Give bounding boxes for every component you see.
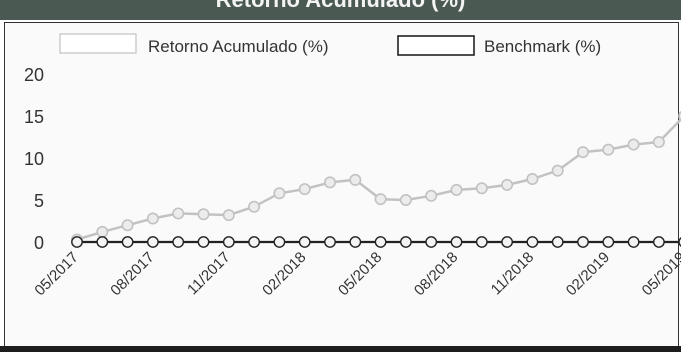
bottom-edge bbox=[0, 346, 681, 352]
chart-title: Retorno Acumulado (%) bbox=[0, 0, 681, 14]
legend: Retorno Acumulado (%) Benchmark (%) bbox=[59, 33, 601, 56]
point-benchmark bbox=[324, 236, 336, 248]
x-tick-label: 02/2019 bbox=[563, 249, 613, 299]
point-retorno bbox=[121, 219, 134, 232]
point-retorno bbox=[425, 189, 438, 202]
point-benchmark bbox=[551, 236, 564, 248]
y-tick-label: 10 bbox=[24, 149, 44, 169]
x-tick-label: 08/2018 bbox=[411, 249, 461, 299]
point-benchmark bbox=[501, 236, 513, 248]
legend-swatch-benchmark bbox=[397, 35, 475, 56]
x-axis: 05/2017 08/2017 11/2017 02/2018 05/2018 08/20… bbox=[31, 249, 681, 299]
point-benchmark bbox=[172, 236, 185, 248]
series-layer bbox=[71, 110, 681, 248]
point-benchmark bbox=[653, 236, 665, 248]
point-benchmark bbox=[399, 236, 412, 248]
y-tick-label: 0 bbox=[34, 233, 44, 253]
x-tick-label: 05/2019 bbox=[639, 249, 681, 299]
x-tick-label: 11/2017 bbox=[184, 249, 234, 299]
point-benchmark bbox=[273, 236, 286, 248]
point-retorno bbox=[298, 183, 311, 196]
point-benchmark bbox=[475, 236, 488, 248]
point-retorno bbox=[652, 136, 665, 149]
point-retorno bbox=[273, 187, 286, 200]
point-benchmark bbox=[197, 236, 210, 248]
point-benchmark bbox=[96, 236, 109, 248]
point-retorno bbox=[222, 209, 235, 222]
point-retorno bbox=[172, 207, 185, 220]
point-retorno bbox=[323, 176, 336, 189]
point-benchmark bbox=[526, 236, 539, 248]
point-retorno bbox=[551, 164, 564, 177]
point-benchmark bbox=[627, 236, 640, 248]
x-tick-label: 05/2018 bbox=[335, 249, 385, 299]
point-retorno bbox=[526, 173, 539, 186]
header-band: Retorno Acumulado (%) bbox=[0, 0, 681, 20]
point-benchmark bbox=[146, 236, 159, 248]
point-retorno bbox=[96, 225, 109, 238]
point-benchmark bbox=[425, 236, 438, 248]
x-tick-label: 11/2018 bbox=[488, 249, 538, 299]
point-retorno bbox=[475, 182, 488, 195]
legend-swatch-retorno bbox=[59, 33, 137, 54]
legend-label-benchmark: Benchmark (%) bbox=[484, 37, 601, 56]
point-retorno bbox=[374, 193, 387, 206]
point-benchmark bbox=[450, 236, 463, 248]
point-benchmark bbox=[577, 236, 589, 248]
x-tick-label: 08/2017 bbox=[107, 249, 157, 299]
point-benchmark bbox=[222, 236, 235, 248]
point-retorno bbox=[450, 183, 463, 196]
x-tick-label: 05/2017 bbox=[31, 249, 81, 299]
point-benchmark bbox=[298, 236, 311, 248]
point-retorno bbox=[576, 146, 589, 159]
point-retorno bbox=[399, 194, 412, 207]
y-tick-label: 20 bbox=[24, 65, 44, 85]
point-benchmark bbox=[248, 236, 261, 248]
series-line-retorno bbox=[76, 117, 681, 241]
legend-label-retorno: Retorno Acumulado (%) bbox=[148, 37, 328, 56]
point-benchmark bbox=[374, 236, 387, 248]
point-benchmark bbox=[71, 236, 83, 248]
point-retorno bbox=[501, 178, 514, 191]
point-retorno bbox=[197, 208, 210, 221]
point-benchmark bbox=[121, 236, 134, 248]
point-retorno bbox=[349, 173, 362, 186]
x-tick-label: 02/2018 bbox=[259, 249, 309, 299]
point-retorno bbox=[248, 200, 261, 213]
point-retorno bbox=[627, 138, 640, 151]
point-benchmark bbox=[602, 236, 615, 248]
point-retorno bbox=[602, 143, 615, 156]
point-retorno bbox=[146, 212, 159, 225]
plot-panel bbox=[4, 22, 679, 348]
y-tick-label: 15 bbox=[24, 107, 44, 127]
point-benchmark bbox=[349, 236, 362, 248]
y-tick-label: 5 bbox=[34, 191, 44, 211]
y-axis: 0 5 10 15 20 bbox=[24, 65, 44, 253]
